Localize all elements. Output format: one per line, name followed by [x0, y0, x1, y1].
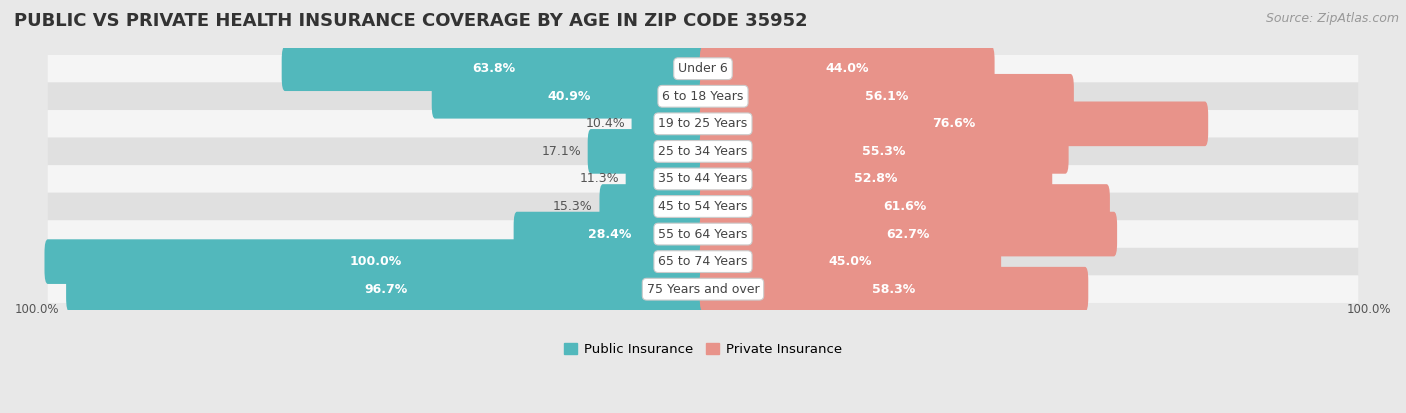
Text: 25 to 34 Years: 25 to 34 Years	[658, 145, 748, 158]
Text: 56.1%: 56.1%	[865, 90, 908, 103]
Text: 55.3%: 55.3%	[862, 145, 905, 158]
Text: 76.6%: 76.6%	[932, 117, 976, 131]
FancyBboxPatch shape	[599, 184, 706, 229]
Text: 10.4%: 10.4%	[585, 117, 626, 131]
FancyBboxPatch shape	[48, 220, 1358, 248]
Text: Under 6: Under 6	[678, 62, 728, 75]
FancyBboxPatch shape	[700, 184, 1109, 229]
Text: 44.0%: 44.0%	[825, 62, 869, 75]
Text: 61.6%: 61.6%	[883, 200, 927, 213]
Text: 100.0%: 100.0%	[15, 303, 59, 316]
Text: 45.0%: 45.0%	[828, 255, 872, 268]
FancyBboxPatch shape	[48, 83, 1358, 110]
FancyBboxPatch shape	[513, 212, 706, 256]
FancyBboxPatch shape	[700, 46, 994, 91]
Text: 28.4%: 28.4%	[588, 228, 631, 240]
Text: 45 to 54 Years: 45 to 54 Years	[658, 200, 748, 213]
Text: 52.8%: 52.8%	[855, 173, 897, 185]
FancyBboxPatch shape	[432, 74, 706, 119]
FancyBboxPatch shape	[48, 193, 1358, 220]
Text: 6 to 18 Years: 6 to 18 Years	[662, 90, 744, 103]
FancyBboxPatch shape	[48, 110, 1358, 138]
FancyBboxPatch shape	[588, 129, 706, 174]
FancyBboxPatch shape	[281, 46, 706, 91]
Text: 58.3%: 58.3%	[872, 282, 915, 296]
FancyBboxPatch shape	[626, 157, 706, 201]
Text: 63.8%: 63.8%	[472, 62, 516, 75]
Text: 19 to 25 Years: 19 to 25 Years	[658, 117, 748, 131]
Text: 17.1%: 17.1%	[541, 145, 581, 158]
FancyBboxPatch shape	[700, 157, 1052, 201]
Text: 96.7%: 96.7%	[364, 282, 408, 296]
FancyBboxPatch shape	[700, 129, 1069, 174]
FancyBboxPatch shape	[631, 102, 706, 146]
Text: 65 to 74 Years: 65 to 74 Years	[658, 255, 748, 268]
Text: 62.7%: 62.7%	[887, 228, 931, 240]
Text: 15.3%: 15.3%	[553, 200, 593, 213]
FancyBboxPatch shape	[48, 138, 1358, 165]
FancyBboxPatch shape	[48, 55, 1358, 83]
Text: 55 to 64 Years: 55 to 64 Years	[658, 228, 748, 240]
FancyBboxPatch shape	[700, 212, 1118, 256]
FancyBboxPatch shape	[48, 248, 1358, 275]
FancyBboxPatch shape	[66, 267, 706, 311]
FancyBboxPatch shape	[700, 267, 1088, 311]
FancyBboxPatch shape	[48, 165, 1358, 193]
FancyBboxPatch shape	[700, 102, 1208, 146]
Text: 40.9%: 40.9%	[547, 90, 591, 103]
Legend: Public Insurance, Private Insurance: Public Insurance, Private Insurance	[558, 337, 848, 361]
Text: 35 to 44 Years: 35 to 44 Years	[658, 173, 748, 185]
Text: 11.3%: 11.3%	[579, 173, 619, 185]
FancyBboxPatch shape	[48, 275, 1358, 303]
Text: PUBLIC VS PRIVATE HEALTH INSURANCE COVERAGE BY AGE IN ZIP CODE 35952: PUBLIC VS PRIVATE HEALTH INSURANCE COVER…	[14, 12, 807, 31]
Text: Source: ZipAtlas.com: Source: ZipAtlas.com	[1265, 12, 1399, 25]
Text: 100.0%: 100.0%	[1347, 303, 1391, 316]
Text: 100.0%: 100.0%	[349, 255, 402, 268]
Text: 75 Years and over: 75 Years and over	[647, 282, 759, 296]
FancyBboxPatch shape	[700, 239, 1001, 284]
FancyBboxPatch shape	[700, 74, 1074, 119]
FancyBboxPatch shape	[45, 239, 706, 284]
